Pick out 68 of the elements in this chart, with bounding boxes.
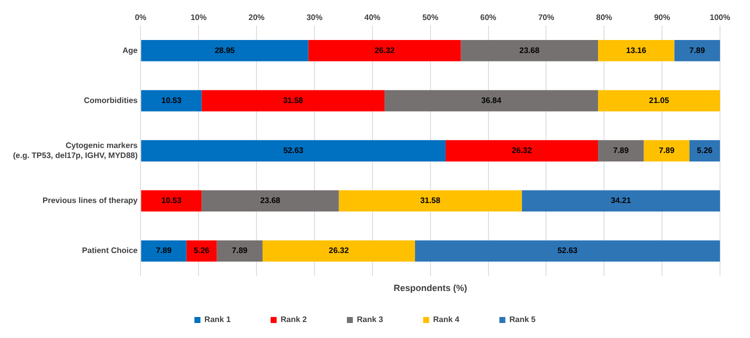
data-label: 26.32 xyxy=(374,46,396,55)
data-label: 21.05 xyxy=(649,96,670,105)
x-tick-label: 70% xyxy=(538,13,554,22)
bar xyxy=(141,240,186,262)
x-tick-label: 90% xyxy=(654,13,670,22)
bar xyxy=(141,190,202,212)
data-label: 31.58 xyxy=(420,196,441,206)
bar xyxy=(598,90,720,112)
bar xyxy=(384,90,598,112)
bar xyxy=(216,240,263,262)
x-axis-title: Respondents (%) xyxy=(394,282,468,293)
x-tick-label: 30% xyxy=(306,13,322,22)
bar xyxy=(460,40,598,62)
data-label: 31.58 xyxy=(283,96,304,105)
data-label: 23.68 xyxy=(519,46,540,55)
legend-label: Rank 5 xyxy=(509,315,536,324)
x-tick-label: 10% xyxy=(190,13,207,22)
bar xyxy=(415,240,720,262)
data-label: 52.63 xyxy=(283,146,304,156)
data-label: 52.63 xyxy=(557,246,578,256)
data-label: 10.53 xyxy=(161,196,182,206)
x-tick-label: 80% xyxy=(596,13,612,22)
data-label: 5.26 xyxy=(194,246,210,256)
bar xyxy=(141,140,446,162)
legend-label: Rank 2 xyxy=(280,315,308,324)
x-tick-label: 60% xyxy=(480,13,496,22)
y-tick-label: Previous lines of therapy xyxy=(42,196,138,206)
x-tick-label: 40% xyxy=(364,13,380,22)
y-tick-label: Patient Choice xyxy=(82,246,138,256)
legend-label: Rank 4 xyxy=(433,315,460,324)
bar xyxy=(644,140,690,162)
data-label: 13.16 xyxy=(626,46,647,55)
y-tick-label: Comorbidities xyxy=(84,96,138,105)
bar xyxy=(674,40,720,62)
data-label: 7.89 xyxy=(232,246,248,256)
x-tick-label: 0% xyxy=(134,13,146,22)
data-label: 10.53 xyxy=(161,96,182,105)
bar xyxy=(598,140,644,162)
data-label: 7.89 xyxy=(658,146,675,156)
data-label: 36.84 xyxy=(481,96,502,105)
bar xyxy=(202,190,339,212)
bar xyxy=(141,90,202,112)
legend-label: Rank 1 xyxy=(204,315,232,324)
data-label: 28.95 xyxy=(214,46,236,55)
y-tick-label: Cytogenic markers (e.g. TP53, del17p, IGHV, MYD88) xyxy=(12,141,138,160)
data-label: 7.89 xyxy=(156,246,172,256)
bar xyxy=(186,240,217,262)
bar xyxy=(308,40,461,62)
bar xyxy=(141,40,308,62)
x-tick-label: 50% xyxy=(422,13,438,22)
y-tick-label: Age xyxy=(122,46,138,55)
bar xyxy=(522,190,720,212)
bar xyxy=(689,140,720,162)
data-label: 23.68 xyxy=(260,196,281,206)
data-label: 26.32 xyxy=(512,146,532,156)
data-label: 34.21 xyxy=(610,196,632,206)
data-label: 26.32 xyxy=(328,246,350,256)
data-label: 7.89 xyxy=(689,46,706,55)
bar xyxy=(446,140,598,162)
data-label: 7.89 xyxy=(613,146,630,156)
bar xyxy=(598,40,674,62)
x-tick-label: 100% xyxy=(710,13,730,22)
x-tick-label: 20% xyxy=(248,13,265,22)
bar xyxy=(202,90,385,112)
data-label: 5.26 xyxy=(696,146,714,156)
legend-label: Rank 3 xyxy=(356,315,384,324)
bar xyxy=(338,190,522,212)
bar xyxy=(262,240,416,262)
